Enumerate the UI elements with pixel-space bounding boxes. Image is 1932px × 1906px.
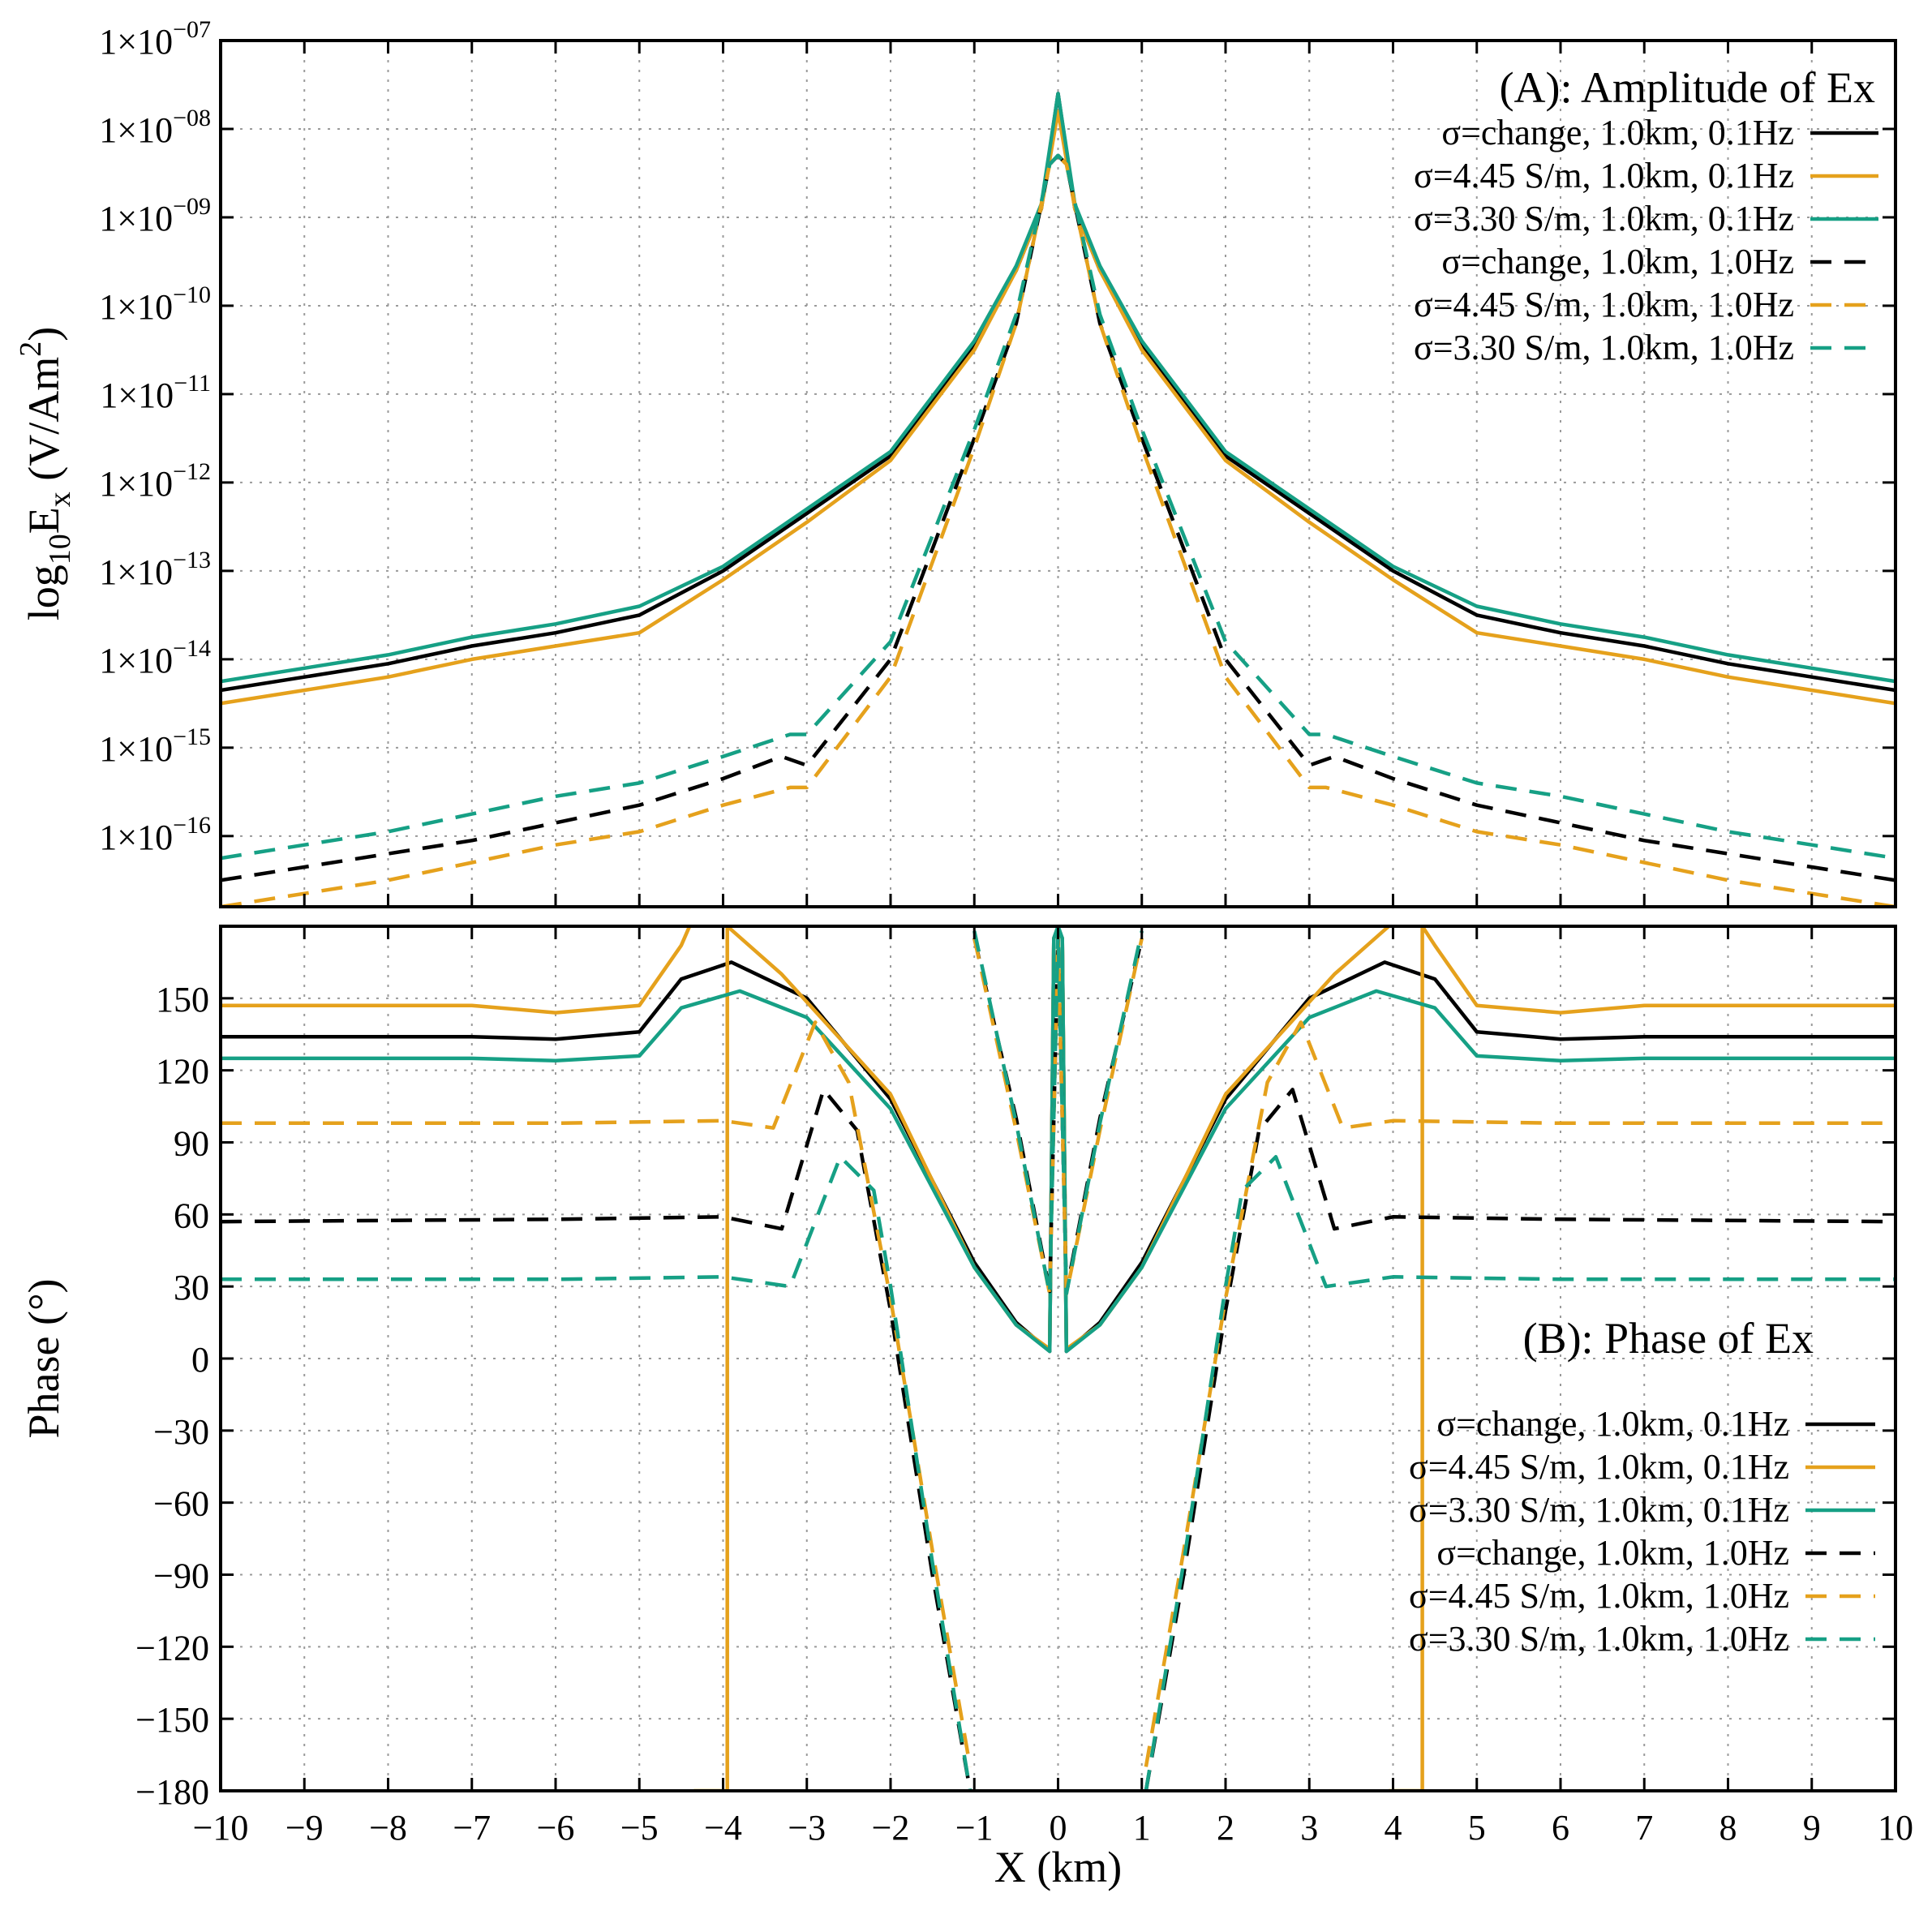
legend-entry-label: σ=4.45 S/m, 1.0km, 1.0Hz xyxy=(1409,1576,1789,1616)
legend-entry-label: σ=4.45 S/m, 1.0km, 0.1Hz xyxy=(1409,1447,1789,1487)
y-tick-label: −60 xyxy=(153,1484,209,1524)
panel-a-legend: (A): Amplitude of Exσ=change, 1.0km, 0.1… xyxy=(1414,63,1878,367)
x-tick-label: 1 xyxy=(1133,1808,1151,1848)
series-line-a-1 xyxy=(221,109,1896,706)
legend-entry-label: σ=3.30 S/m, 1.0km, 1.0Hz xyxy=(1414,328,1794,367)
panel-b-ticks: −10 −9 −8 −7 −6 −5 −4 −3 −2 −1 0 1 2 3 4 5 6 7 8 9 10−180−15… xyxy=(135,926,1913,1848)
y-tick-label: −30 xyxy=(153,1412,209,1452)
y-tick-label: 120 xyxy=(156,1052,209,1092)
legend-entry-label: σ=3.30 S/m, 1.0km, 0.1Hz xyxy=(1414,199,1794,238)
x-tick-label: 2 xyxy=(1217,1808,1234,1848)
y-tick-label: 1×10−16 xyxy=(99,812,211,857)
y-tick-label: 1×10−07 xyxy=(99,16,211,62)
x-tick-label: 5 xyxy=(1468,1808,1486,1848)
y-tick-label: 0 xyxy=(191,1340,209,1380)
x-tick-label: 7 xyxy=(1635,1808,1653,1848)
legend-entry-label: σ=change, 1.0km, 1.0Hz xyxy=(1436,1533,1789,1573)
x-tick-label: 10 xyxy=(1878,1808,1913,1848)
panel-b-y-axis-label: Phase (°) xyxy=(19,1278,68,1438)
legend-entry-label: σ=4.45 S/m, 1.0km, 0.1Hz xyxy=(1414,156,1794,195)
legend-title: (B): Phase of Ex xyxy=(1523,1314,1814,1363)
y-tick-label: 1×10−15 xyxy=(99,723,211,769)
y-tick-label: 1×10−14 xyxy=(99,635,211,680)
x-tick-label: 0 xyxy=(1050,1808,1067,1848)
legend-entry-label: σ=3.30 S/m, 1.0km, 0.1Hz xyxy=(1409,1490,1789,1530)
y-tick-label: −150 xyxy=(135,1700,209,1740)
series-line-b-2 xyxy=(221,926,1896,1354)
x-tick-label: −4 xyxy=(704,1808,742,1848)
x-tick-label: −8 xyxy=(369,1808,407,1848)
x-tick-label: 8 xyxy=(1719,1808,1737,1848)
panel-a-series xyxy=(221,92,1896,907)
y-tick-label: 1×10−09 xyxy=(99,193,211,238)
panel-b-phase: −10 −9 −8 −7 −6 −5 −4 −3 −2 −1 0 1 2 3 4 5 6 7 8 9 10−180−15… xyxy=(19,925,1913,1891)
x-tick-label: 3 xyxy=(1300,1808,1318,1848)
x-tick-label: 4 xyxy=(1385,1808,1402,1848)
x-tick-label: −9 xyxy=(286,1808,324,1848)
series-line-a-2 xyxy=(221,92,1896,684)
y-tick-label: 1×10−11 xyxy=(100,370,211,415)
x-tick-label: −6 xyxy=(537,1808,575,1848)
y-tick-label: 1×10−13 xyxy=(99,547,211,592)
x-tick-label: −3 xyxy=(788,1808,826,1848)
x-tick-label: −5 xyxy=(620,1808,659,1848)
x-tick-label: −2 xyxy=(872,1808,910,1848)
y-tick-label: 1×10−08 xyxy=(99,105,211,150)
y-tick-label: 90 xyxy=(174,1124,209,1164)
y-tick-label: 1×10−10 xyxy=(99,281,211,327)
y-tick-label: 1×10−12 xyxy=(99,458,211,504)
y-tick-label: −180 xyxy=(135,1772,209,1812)
legend-entry-label: σ=change, 1.0km, 1.0Hz xyxy=(1441,242,1794,281)
y-tick-label: −90 xyxy=(153,1556,209,1596)
legend-entry-label: σ=change, 1.0km, 0.1Hz xyxy=(1441,113,1794,152)
series-line-a-5 xyxy=(221,153,1896,861)
y-tick-label: 150 xyxy=(156,980,209,1020)
panel-b-legend: (B): Phase of Exσ=change, 1.0km, 0.1Hzσ=… xyxy=(1409,1314,1875,1659)
legend-entry-label: σ=3.30 S/m, 1.0km, 1.0Hz xyxy=(1409,1619,1789,1659)
legend-entry-label: σ=4.45 S/m, 1.0km, 1.0Hz xyxy=(1414,285,1794,324)
panel-a-y-axis-label: log10Ex (V/Am2) xyxy=(14,327,77,620)
x-axis-label: X (km) xyxy=(994,1843,1122,1891)
y-tick-label: 60 xyxy=(174,1196,209,1235)
x-tick-label: −1 xyxy=(955,1808,994,1848)
x-tick-label: 6 xyxy=(1552,1808,1569,1848)
y-tick-label: 30 xyxy=(174,1268,209,1307)
legend-entry-label: σ=change, 1.0km, 0.1Hz xyxy=(1436,1404,1789,1444)
x-tick-label: 9 xyxy=(1803,1808,1821,1848)
panel-a-ticks: 1×10−07 1×10−08 1×10−09 1×10−10 1×10−11 1×10−… xyxy=(99,16,1897,907)
panel-a-grid xyxy=(221,41,1896,907)
panel-a-amplitude: 1×10−07 1×10−08 1×10−09 1×10−10 1×10−11 1×10−… xyxy=(14,16,1897,908)
y-tick-label: −120 xyxy=(135,1628,209,1668)
panel-b-grid xyxy=(221,926,1896,1791)
x-tick-label: −10 xyxy=(193,1808,249,1848)
legend-title: (A): Amplitude of Ex xyxy=(1500,63,1875,112)
x-tick-label: −7 xyxy=(453,1808,491,1848)
